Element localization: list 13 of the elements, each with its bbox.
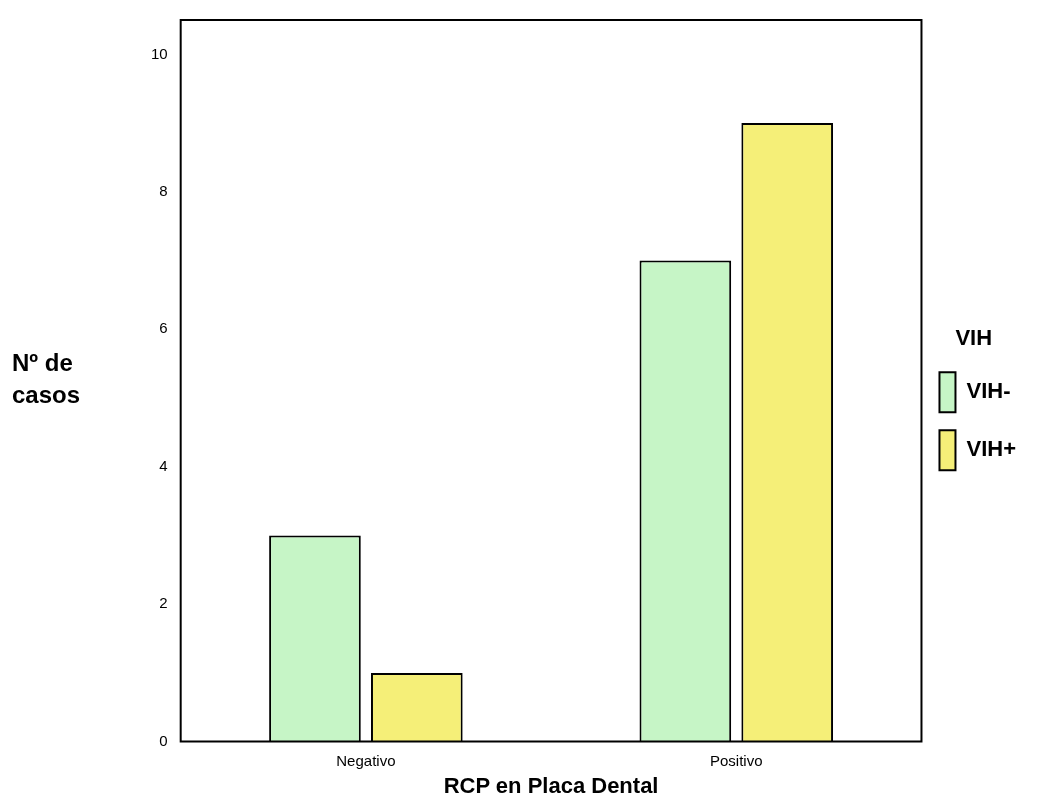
y-axis-title: Nº de casos bbox=[12, 349, 81, 409]
y-tick-label: 6 bbox=[159, 319, 168, 337]
legend-label: VIH- bbox=[966, 378, 1011, 404]
y-tick-label: 8 bbox=[159, 181, 168, 199]
x-tick-label: Negativo bbox=[336, 751, 396, 769]
x-axis-title: RCP en Placa Dental bbox=[443, 772, 659, 798]
y-tick-label: 2 bbox=[159, 594, 168, 612]
y-tick-label: 4 bbox=[159, 456, 168, 474]
y-tick-label: 10 bbox=[151, 44, 168, 62]
legend-label: VIH+ bbox=[966, 436, 1017, 462]
legend-title: VIH bbox=[955, 324, 993, 350]
x-tick-label: Positivo bbox=[710, 751, 763, 769]
y-tick-label: 0 bbox=[159, 731, 168, 749]
